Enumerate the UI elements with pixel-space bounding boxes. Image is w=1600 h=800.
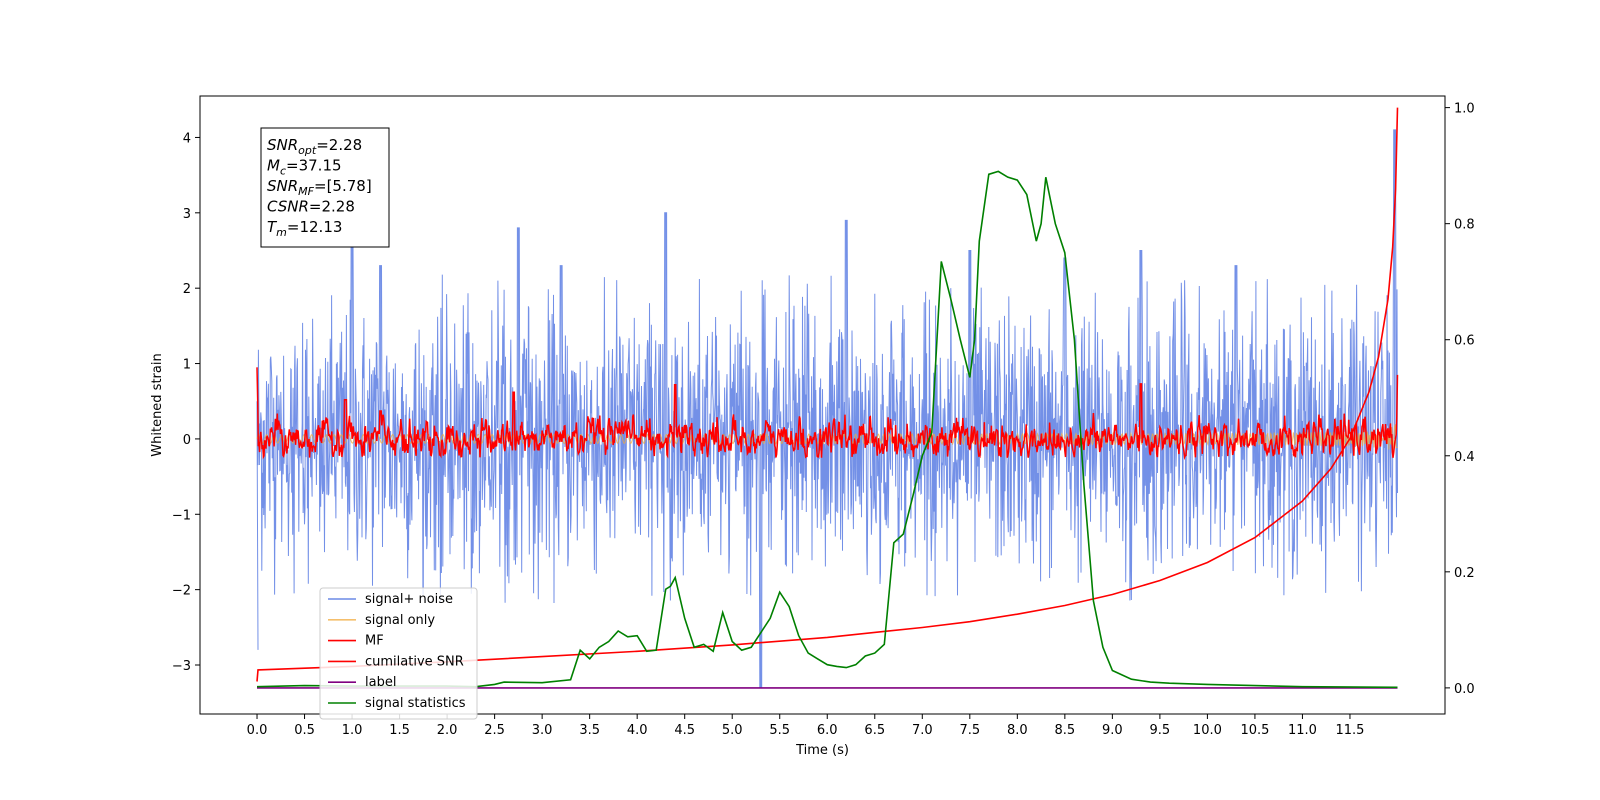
- y-axis-title: Whitened strain: [150, 353, 165, 456]
- series-layer: [256, 107, 1399, 689]
- y-tick-label: 1: [183, 358, 191, 373]
- x-tick-label: 8.0: [1007, 723, 1028, 738]
- y-tick-label: −2: [172, 584, 191, 599]
- annotation-line: Mc=37.15: [267, 157, 342, 178]
- legend-label: cumilative SNR: [365, 654, 464, 669]
- y-tick-label: 0: [183, 433, 191, 448]
- legend-label: signal statistics: [365, 696, 466, 711]
- y2-tick-label: 1.0: [1454, 102, 1475, 117]
- x-tick-label: 2.5: [484, 723, 505, 738]
- x-tick-label: 11.5: [1335, 723, 1364, 738]
- y2-tick-label: 0.6: [1454, 334, 1475, 349]
- x-tick-label: 10.0: [1193, 723, 1222, 738]
- x-tick-label: 7.5: [959, 723, 980, 738]
- x-axis: 0.0 0.5 1.0 1.5 2.0 2.5 3.0 3.5 4.0 4.5 5.0 5.5 6.0 6…: [247, 714, 1364, 738]
- x-tick-label: 2.0: [437, 723, 458, 738]
- x-tick-label: 4.5: [674, 723, 695, 738]
- annotation-line: CSNR=2.28: [267, 198, 355, 216]
- x-tick-label: 0.5: [294, 723, 315, 738]
- plot-frame: [199, 95, 1446, 715]
- legend: signal+ noise signal only MF cumilative SNR…: [319, 587, 478, 720]
- x-tick-label: 1.0: [342, 723, 363, 738]
- x-tick-label: 8.5: [1055, 723, 1076, 738]
- y2-tick-label: 0.8: [1454, 218, 1475, 233]
- x-tick-label: 6.5: [864, 723, 885, 738]
- annotation-line: Tm=12.13: [267, 218, 342, 239]
- x-tick-label: 10.5: [1240, 723, 1269, 738]
- y-tick-label: 4: [183, 131, 191, 146]
- x-tick-label: 1.5: [389, 723, 410, 738]
- annotation-box: [260, 127, 390, 248]
- x-tick-label: 3.5: [579, 723, 600, 738]
- x-tick-label: 7.0: [912, 723, 933, 738]
- x-tick-label: 0.0: [247, 723, 268, 738]
- series-cumilative-snr: [256, 107, 1399, 682]
- legend-label: label: [365, 675, 396, 690]
- legend-box: [319, 587, 478, 720]
- y-tick-label: −3: [172, 659, 191, 674]
- x-tick-label: 9.5: [1150, 723, 1171, 738]
- x-axis-title: Time (s): [795, 743, 849, 758]
- y-axis-right: 0.0 0.2 0.4 0.6 0.8 1.0: [1445, 102, 1475, 697]
- x-tick-label: 5.5: [769, 723, 790, 738]
- y-axis-left: −3 −2 −1 0 1 2 3 4: [172, 131, 200, 674]
- series-mf: [256, 367, 1399, 461]
- x-tick-label: 9.0: [1102, 723, 1123, 738]
- y2-tick-label: 0.0: [1454, 682, 1475, 697]
- x-tick-label: 4.0: [627, 723, 648, 738]
- x-tick-label: 3.0: [532, 723, 553, 738]
- legend-label: MF: [365, 634, 384, 649]
- x-tick-label: 11.0: [1288, 723, 1317, 738]
- y-tick-label: 2: [183, 282, 191, 297]
- y2-tick-label: 0.4: [1454, 450, 1475, 465]
- legend-label: signal+ noise: [365, 592, 453, 607]
- y-tick-label: 3: [183, 207, 191, 222]
- annotation-line: SNRopt=2.28: [267, 136, 362, 157]
- y-tick-label: −1: [172, 508, 191, 523]
- x-tick-label: 6.0: [817, 723, 838, 738]
- y2-tick-label: 0.2: [1454, 566, 1475, 581]
- stats-annotation: SNRopt=2.28Mc=37.15SNRMF=[5.78]CSNR=2.28…: [260, 127, 390, 248]
- series-signal-statistics: [256, 170, 1398, 689]
- x-tick-label: 5.0: [722, 723, 743, 738]
- legend-label: signal only: [365, 613, 435, 628]
- annotation-line: SNRMF=[5.78]: [267, 177, 372, 198]
